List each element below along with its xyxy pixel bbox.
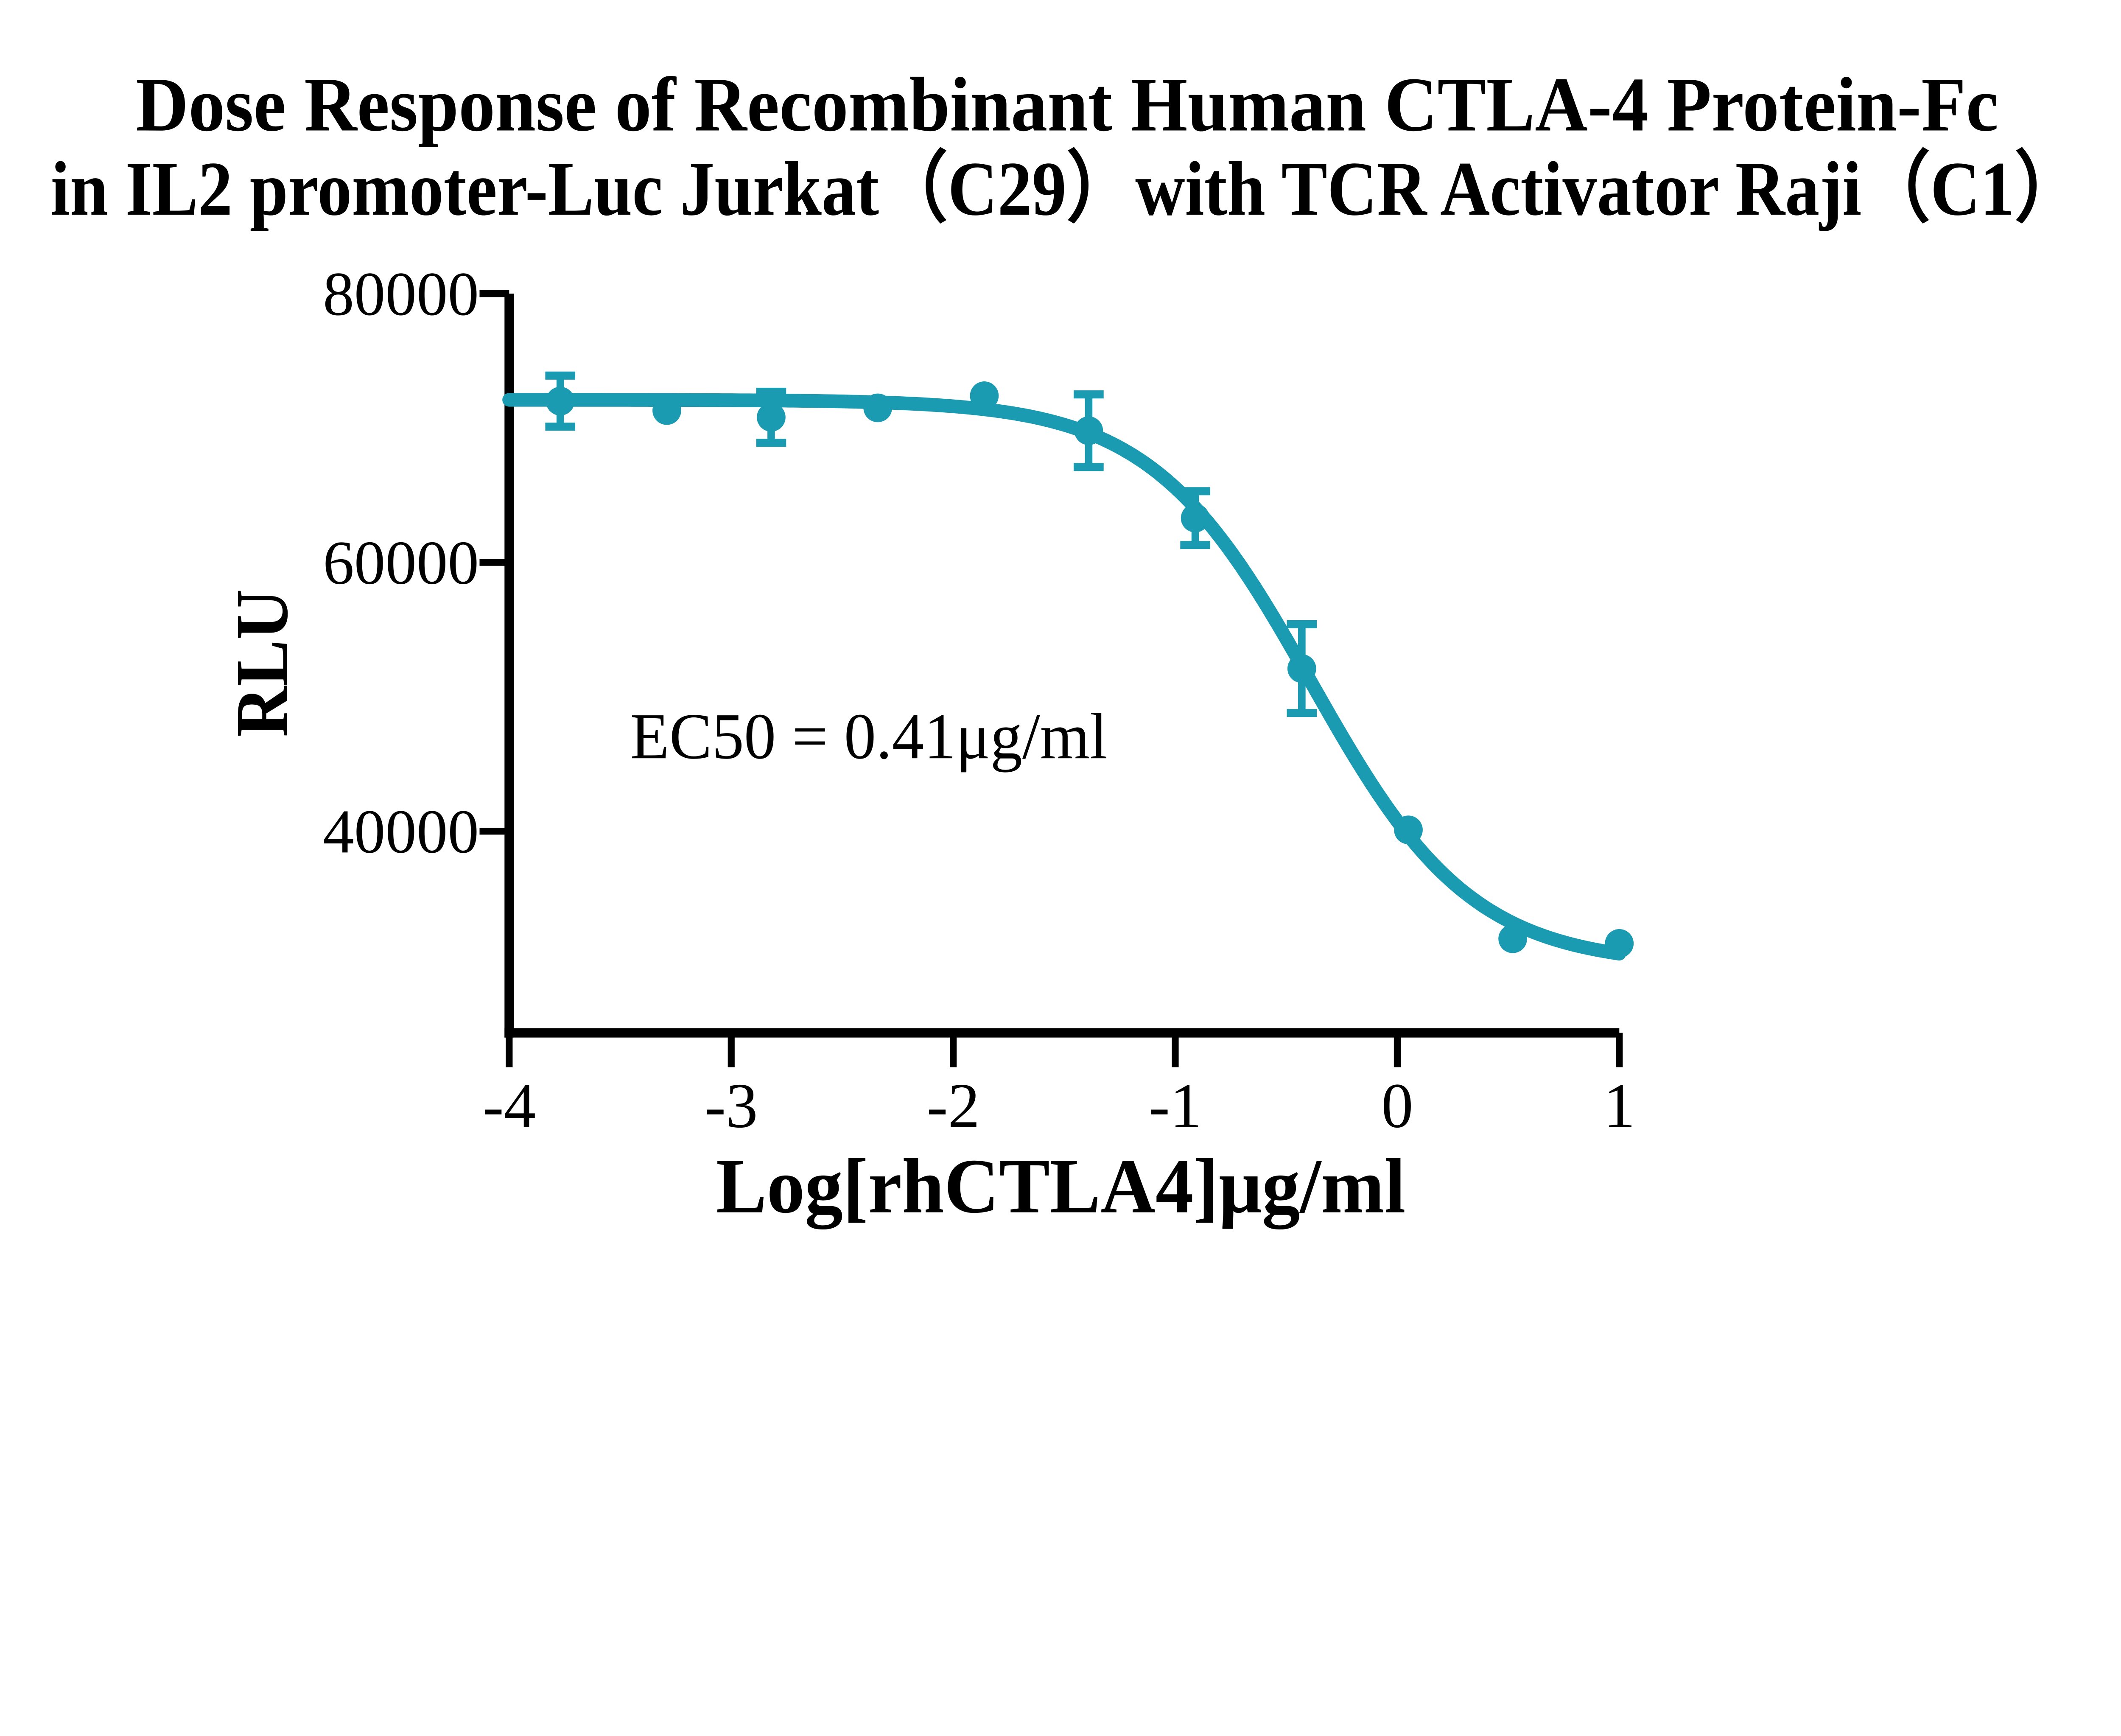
data-point (970, 381, 999, 410)
data-point (863, 393, 893, 423)
dose-response-figure: Dose Response of Recombinant Human CTLA-… (0, 0, 2121, 1277)
fit-curve (502, 393, 1626, 961)
x-tick-label: -2 (926, 1070, 980, 1141)
chart-title-line2: in IL2 promoter-Luc Jurkat（C29）with TCR … (51, 146, 2084, 232)
x-tick-label: -3 (705, 1070, 758, 1141)
x-tick-label: 0 (1381, 1070, 1413, 1141)
data-point (546, 386, 575, 416)
data-point (757, 403, 786, 432)
data-point (652, 396, 681, 425)
ec50-annotation: EC50 = 0.41μg/ml (630, 700, 1108, 773)
data-point (1605, 929, 1634, 958)
data-point (1394, 815, 1423, 844)
y-tick-label: 40000 (323, 797, 479, 866)
data-point (1498, 924, 1527, 953)
data-point (1287, 654, 1316, 683)
y-tick-label: 60000 (323, 528, 479, 597)
data-point (1074, 416, 1103, 445)
x-tick-label: -4 (483, 1070, 536, 1141)
data-point (1181, 504, 1210, 533)
x-tick-label: -1 (1149, 1070, 1202, 1141)
chart-background (0, 0, 2121, 1277)
dose-response-chart: Dose Response of Recombinant Human CTLA-… (0, 0, 2121, 1277)
y-tick-label: 80000 (323, 259, 479, 328)
chart-title-line1: Dose Response of Recombinant Human CTLA-… (136, 62, 1998, 147)
x-tick-label: 1 (1603, 1070, 1635, 1141)
plot-area: 40000 60000 80000 -4 -3 -2 -1 0 1 (323, 259, 1635, 1141)
y-axis-label: RLU (221, 589, 304, 737)
x-axis-label: Log[rhCTLA4]μg/ml (716, 1142, 1405, 1229)
